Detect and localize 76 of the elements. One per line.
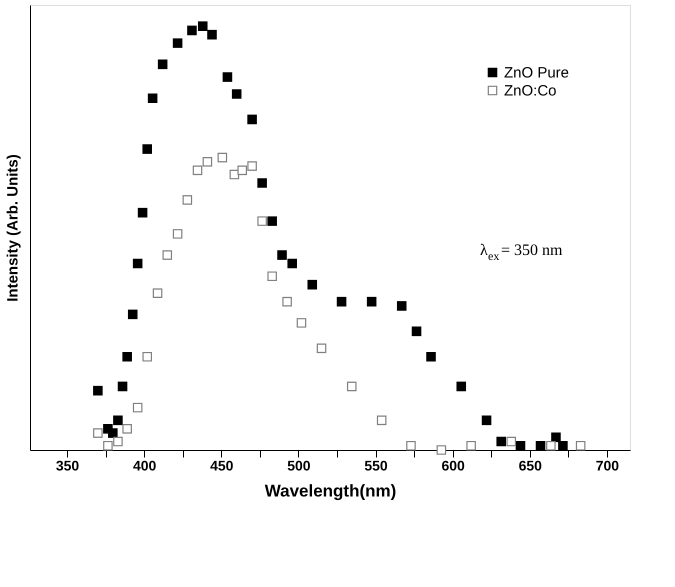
point <box>113 436 123 446</box>
point <box>93 386 103 396</box>
point <box>103 440 113 451</box>
point <box>93 428 103 438</box>
point <box>138 208 148 218</box>
point <box>192 166 202 176</box>
point <box>558 440 568 451</box>
point <box>456 382 466 392</box>
point <box>230 170 240 180</box>
point <box>267 216 277 226</box>
point <box>187 26 197 36</box>
x-axis-title: Wavelength(nm) <box>264 482 396 500</box>
point <box>536 440 546 451</box>
x-tick-label: 350 <box>56 458 80 474</box>
x-tick-label: 700 <box>596 458 620 474</box>
point <box>113 416 123 426</box>
point <box>247 114 257 124</box>
point <box>277 250 287 260</box>
point <box>142 144 152 154</box>
point <box>316 344 326 354</box>
x-tick-label: 600 <box>441 458 466 474</box>
point <box>218 152 228 162</box>
point <box>516 440 526 451</box>
point <box>118 382 128 392</box>
point <box>202 157 212 167</box>
point <box>296 318 306 328</box>
point <box>287 258 297 268</box>
point <box>247 161 257 171</box>
point <box>346 382 357 392</box>
point <box>222 72 232 82</box>
x-tick-label: 500 <box>287 458 311 474</box>
point <box>232 89 242 99</box>
point <box>158 60 168 70</box>
point <box>366 296 376 306</box>
point <box>406 440 416 451</box>
point <box>128 310 138 320</box>
point <box>142 352 152 362</box>
point <box>576 440 586 451</box>
point <box>152 288 162 298</box>
point <box>207 30 217 40</box>
y-axis-title: Intensity (Arb. Units) <box>4 154 22 302</box>
point <box>122 352 132 362</box>
point <box>257 178 267 188</box>
point <box>132 258 142 268</box>
x-tick-label: 450 <box>210 458 234 474</box>
x-tick-label: 650 <box>518 458 542 474</box>
point <box>132 402 142 412</box>
point <box>426 352 436 362</box>
point <box>506 436 516 446</box>
point <box>336 296 346 306</box>
point <box>307 280 318 290</box>
point <box>496 436 506 446</box>
point <box>172 229 182 239</box>
point <box>257 216 267 226</box>
point <box>108 428 118 438</box>
point <box>182 195 192 205</box>
legend-label: ZnO Pure <box>504 64 570 82</box>
point <box>436 445 446 455</box>
point <box>546 440 556 451</box>
point <box>396 301 407 311</box>
legend-label: ZnO:Co <box>504 82 557 100</box>
x-tick-label: 550 <box>364 458 388 474</box>
point <box>172 38 182 48</box>
point <box>148 93 158 104</box>
point <box>198 21 208 31</box>
point <box>376 416 386 426</box>
point <box>482 416 492 426</box>
x-tick-label: 400 <box>132 458 157 474</box>
point <box>282 296 292 306</box>
point <box>551 432 561 442</box>
point <box>267 271 277 282</box>
point <box>122 424 132 434</box>
point <box>237 166 248 176</box>
point <box>162 250 172 260</box>
point <box>466 440 476 451</box>
point <box>412 326 422 336</box>
